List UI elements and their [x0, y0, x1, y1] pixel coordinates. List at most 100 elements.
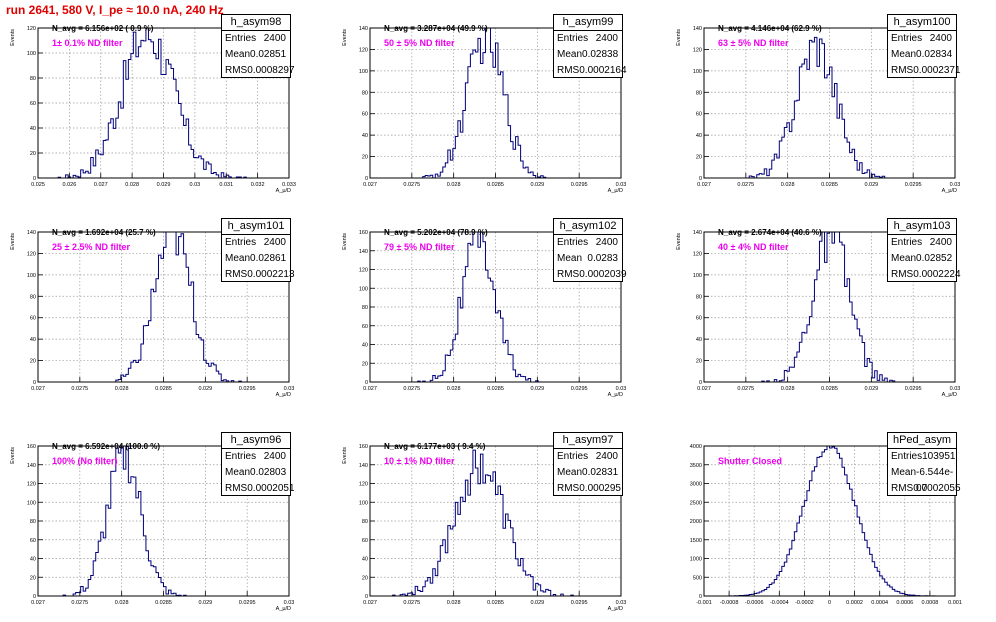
stat-label: RMS	[225, 483, 248, 494]
y-tick-label: 40	[362, 343, 368, 349]
filter-label: 40 ± 4% ND filter	[718, 242, 789, 252]
x-tick-label: 0.03	[616, 182, 627, 188]
stats-box: h_asym100 Entries 2400 Mean 0.02834 RMS 0.0002…	[887, 14, 961, 78]
x-axis-label: A_μ/D	[942, 188, 957, 194]
y-tick-label: 80	[362, 305, 368, 311]
x-tick-label: 0.0285	[487, 600, 504, 606]
x-tick-label: 0.029	[198, 600, 212, 606]
x-tick-label: 0.0275	[71, 600, 88, 606]
x-tick-label: 0.03	[950, 386, 961, 392]
y-tick-label: 80	[362, 90, 368, 96]
stat-label: Entries	[557, 33, 589, 44]
x-tick-label: 0.0295	[571, 182, 588, 188]
y-tick-label: 120	[27, 251, 36, 257]
y-tick-label: 4000	[690, 444, 702, 450]
stat-label: Entries	[891, 33, 923, 44]
x-tick-label: 0.03	[950, 182, 961, 188]
y-tick-label: 140	[27, 463, 36, 469]
y-tick-label: 20	[362, 155, 368, 161]
stats-box: h_asym103 Entries 2400 Mean 0.02852 RMS 0.0002…	[887, 218, 961, 282]
x-tick-label: -0.0004	[770, 600, 789, 606]
stat-value: 0.0002055	[913, 483, 961, 494]
stat-label: Mean	[225, 467, 251, 478]
stats-entries-row: Entries 2400	[888, 235, 956, 251]
x-tick-label: 0.029	[530, 386, 544, 392]
x-tick-label: -0.0008	[720, 600, 739, 606]
stat-label: Mean	[557, 49, 583, 60]
stats-box: hPed_asym Entries 103951 Mean -6.544e-07 RMS 0…	[887, 432, 961, 497]
y-tick-label: 120	[359, 482, 368, 488]
stats-mean-row: Mean 0.02851	[222, 47, 290, 63]
stat-value: 0.02852	[916, 253, 953, 264]
run-title: run 2641, 580 V, I_pe ≈ 10.0 nA, 240 Hz	[6, 3, 224, 17]
histogram-name: h_asym103	[888, 219, 956, 235]
x-tick-label: 0.027	[363, 386, 377, 392]
x-axis-label: A_μ/D	[608, 392, 623, 398]
y-tick-label: 60	[30, 316, 36, 322]
stats-entries-row: Entries 103951	[888, 449, 956, 465]
stats-rms-row: RMS 0.0002055	[888, 481, 961, 497]
stat-value: 0.02803	[250, 467, 287, 478]
x-axis-label: A_μ/D	[276, 392, 291, 398]
filter-label: 25 ± 2.5% ND filter	[52, 242, 130, 252]
x-tick-label: 0.0295	[571, 600, 588, 606]
stat-label: Entries	[891, 237, 923, 248]
y-axis-label: Events	[10, 29, 16, 46]
x-tick-label: 0.027	[363, 600, 377, 606]
x-tick-label: 0.0002	[846, 600, 863, 606]
stat-label: RMS	[225, 269, 248, 280]
stats-rms-row: RMS 0.0002213	[222, 267, 295, 283]
x-tick-label: 0.029	[530, 182, 544, 188]
x-tick-label: -0.0002	[795, 600, 814, 606]
x-tick-label: 0.029	[530, 600, 544, 606]
x-tick-label: 0.0285	[155, 600, 172, 606]
y-tick-label: 80	[696, 294, 702, 300]
histogram-name: h_asym97	[554, 433, 622, 449]
stats-mean-row: Mean 0.0283	[554, 251, 622, 267]
stat-value: 2400	[929, 237, 952, 248]
x-axis-label: A_μ/D	[942, 392, 957, 398]
stat-label: RMS	[225, 65, 248, 76]
stat-label: Entries	[557, 451, 589, 462]
x-tick-label: 0.028	[447, 600, 461, 606]
y-tick-label: 40	[30, 126, 36, 132]
stat-label: Mean	[225, 49, 251, 60]
stats-mean-row: Mean 0.02831	[554, 465, 622, 481]
stat-value: 0.02838	[582, 49, 619, 60]
x-tick-label: 0.027	[94, 182, 108, 188]
y-tick-label: 20	[30, 151, 36, 157]
stats-box: h_asym102 Entries 2400 Mean 0.0283 RMS 0.00020…	[553, 218, 627, 282]
y-tick-label: 0	[33, 176, 36, 182]
stat-value: 2400	[595, 237, 618, 248]
y-tick-label: 40	[696, 133, 702, 139]
x-tick-label: 0.0004	[871, 600, 888, 606]
stat-value: 2400	[929, 33, 952, 44]
stat-value: 0.0002224	[913, 269, 961, 280]
y-tick-label: 2500	[690, 500, 702, 506]
y-axis-label: Events	[342, 233, 348, 250]
stat-value: 2400	[263, 33, 286, 44]
y-tick-label: 60	[696, 112, 702, 118]
y-tick-label: 160	[359, 230, 368, 236]
stats-box: h_asym96 Entries 2400 Mean 0.02803 RMS 0.00020…	[221, 432, 295, 496]
y-tick-label: 1000	[690, 557, 702, 563]
y-tick-label: 40	[30, 557, 36, 563]
x-tick-label: 0.028	[115, 600, 129, 606]
y-tick-label: 60	[362, 538, 368, 544]
y-axis-label: Events	[10, 233, 16, 250]
filter-label: 79 ± 5% ND filter	[384, 242, 455, 252]
y-tick-label: 160	[27, 444, 36, 450]
n-avg-label: N_avg = 6.592e+04 (100.0 %)	[52, 442, 161, 451]
stat-label: RMS	[891, 65, 914, 76]
y-tick-label: 80	[30, 294, 36, 300]
x-tick-label: 0.033	[282, 182, 296, 188]
filter-label: 50 ± 5% ND filter	[384, 38, 455, 48]
y-tick-label: 60	[362, 324, 368, 330]
y-tick-label: 120	[27, 482, 36, 488]
